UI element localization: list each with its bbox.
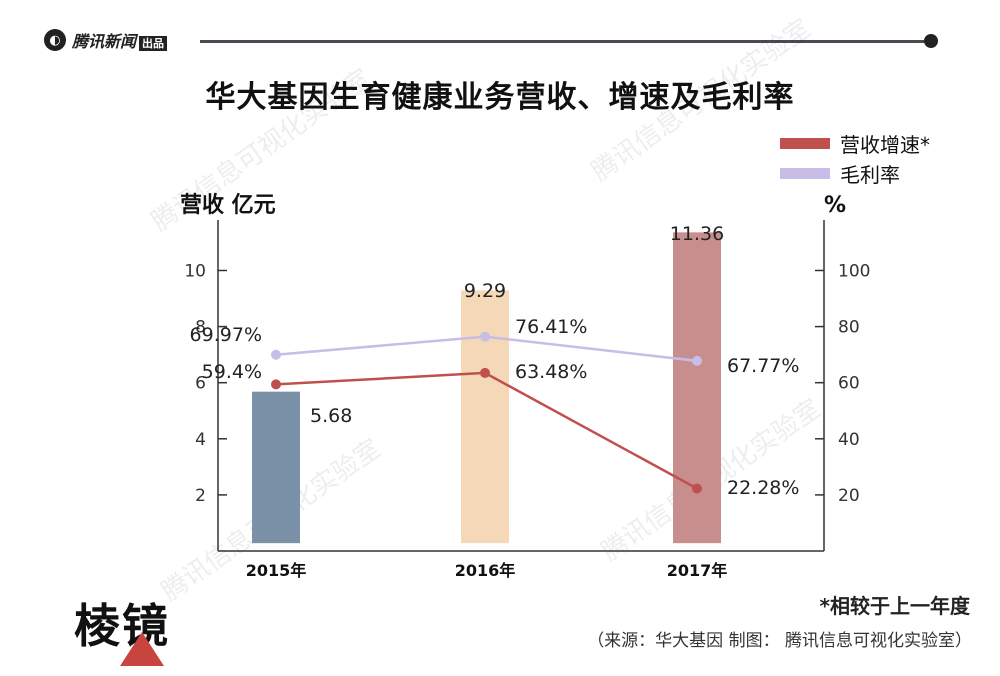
- series-value-label: 63.48%: [515, 361, 587, 383]
- legend-label-growth: 营收增速*: [840, 132, 930, 157]
- bar: [673, 232, 721, 544]
- series-point: [692, 355, 702, 366]
- chart-title: 华大基因生育健康业务营收、增速及毛利率: [205, 80, 795, 115]
- y-tick-left-label: 10: [184, 261, 206, 281]
- y-tick-right-label: 20: [838, 486, 860, 506]
- bar-value-label: 5.68: [310, 405, 352, 427]
- y-tick-right-label: 60: [838, 374, 860, 394]
- series-point: [480, 367, 490, 378]
- y-tick-left-label: 6: [195, 374, 206, 394]
- header-rule: [200, 40, 928, 43]
- y-tick-right-label: 80: [838, 318, 860, 338]
- x-tick-label: 2015年: [246, 561, 307, 580]
- x-tick-label: 2017年: [667, 561, 728, 580]
- y-tick-left-label: 8: [195, 318, 206, 338]
- series-value-label: 76.41%: [515, 316, 587, 338]
- legend: 营收增速* 毛利率: [780, 128, 930, 188]
- legend-item-growth: 营收增速*: [780, 128, 930, 158]
- y-tick-left-label: 4: [195, 430, 206, 450]
- series-value-label: 59.4%: [202, 361, 262, 383]
- legend-swatch-margin: [780, 167, 830, 179]
- bar: [461, 290, 509, 544]
- series-value-label: 69.97%: [190, 324, 262, 346]
- y-tick-right-label: 100: [838, 261, 870, 281]
- brand: ◐ 腾讯新闻 出品: [44, 28, 168, 52]
- series-value-label: 67.77%: [727, 355, 799, 377]
- source-credit: （来源：华大基因 制图： 腾讯信息可视化实验室）: [587, 631, 972, 651]
- legend-item-margin: 毛利率: [780, 158, 930, 188]
- brand-logo-icon: ◐: [44, 29, 66, 51]
- y-axis-title-left: 营收 亿元: [180, 192, 276, 218]
- brand-name: 腾讯新闻: [72, 32, 137, 51]
- bar: [252, 391, 300, 544]
- series-point: [271, 379, 281, 390]
- y-axis-title-right: %: [824, 193, 846, 218]
- y-tick-right-label: 40: [838, 430, 860, 450]
- header-rule-dot: [924, 34, 938, 48]
- series-point: [692, 483, 702, 494]
- y-tick-left-label: 2: [195, 486, 206, 506]
- series-point: [480, 331, 490, 342]
- footnote: *相较于上一年度: [819, 594, 970, 618]
- bar-value-label: 9.29: [464, 280, 506, 302]
- legend-label-margin: 毛利率: [840, 162, 900, 187]
- legend-swatch-growth: [780, 137, 830, 149]
- brand-tag: 出品: [139, 36, 168, 51]
- brand-text: 腾讯新闻 出品: [72, 28, 168, 52]
- logo-triangle-icon: [120, 632, 164, 666]
- series-point: [271, 349, 281, 360]
- bar-value-label: 11.36: [670, 223, 724, 245]
- series-value-label: 22.28%: [727, 477, 799, 499]
- x-tick-label: 2016年: [455, 561, 516, 580]
